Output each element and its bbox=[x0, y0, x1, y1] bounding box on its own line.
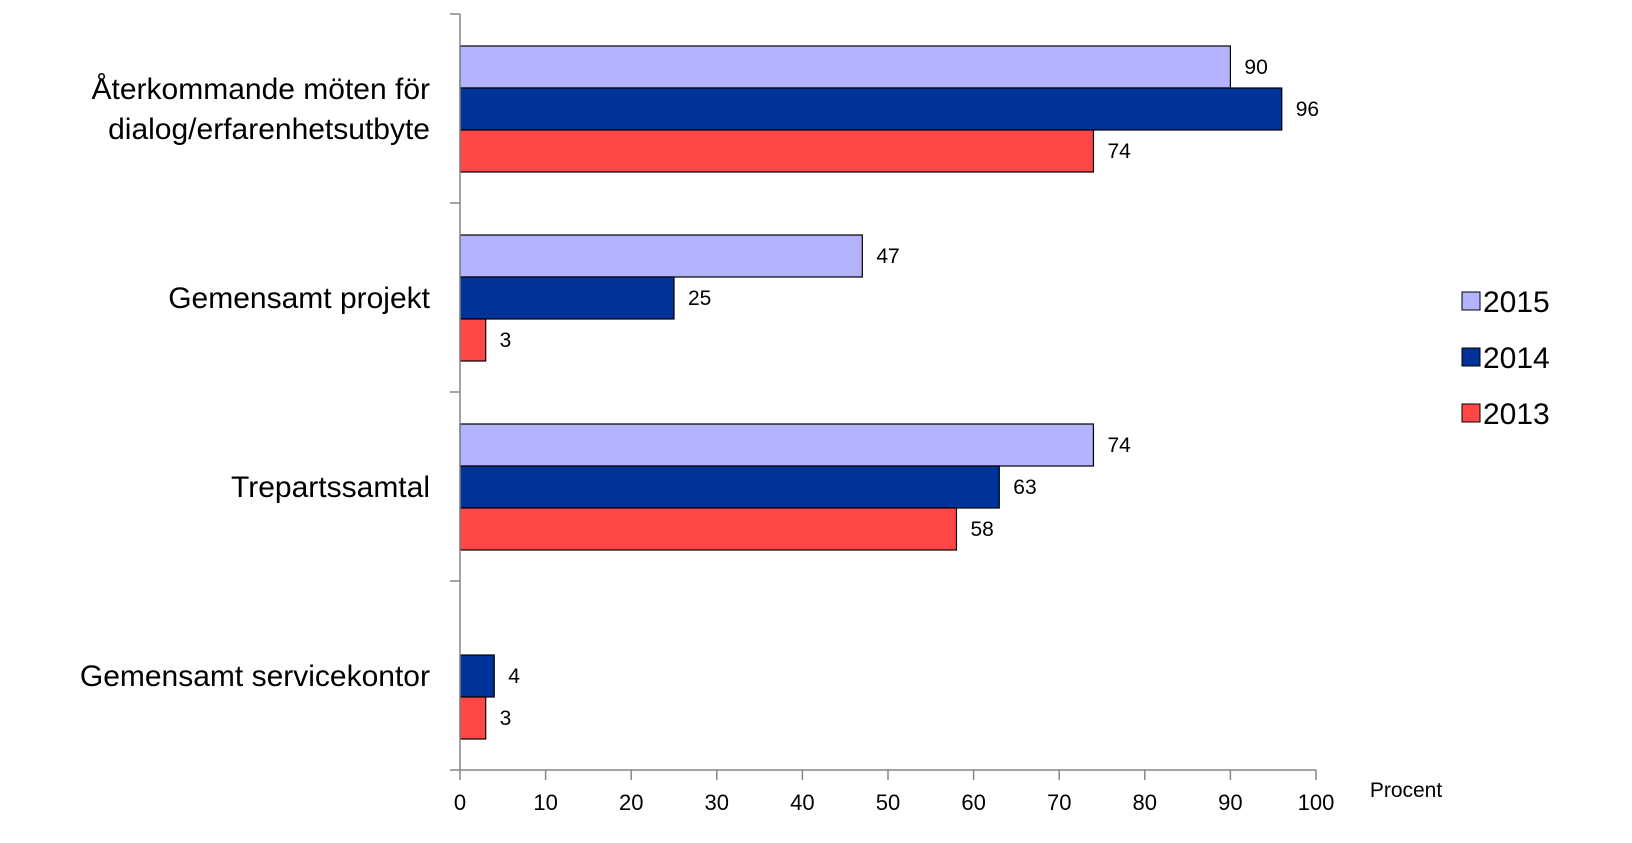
legend-label-2015: 2015 bbox=[1483, 286, 1550, 319]
axes: 0 10 20 30 40 50 60 70 80 90 100 bbox=[450, 13, 1335, 815]
x-axis-title: Procent bbox=[1370, 779, 1443, 802]
bar-2015-2 bbox=[459, 234, 863, 278]
x-tick-label: 0 bbox=[454, 790, 466, 815]
x-tick-label: 50 bbox=[876, 790, 900, 815]
data-label: 25 bbox=[688, 287, 711, 310]
data-label: 74 bbox=[1107, 434, 1131, 457]
legend-swatch-2014 bbox=[1461, 347, 1481, 367]
x-tick-label: 40 bbox=[790, 790, 814, 815]
data-label: 58 bbox=[970, 518, 993, 541]
legend-label-2013: 2013 bbox=[1483, 398, 1550, 431]
data-label: 3 bbox=[500, 329, 512, 352]
bar-2015-3 bbox=[459, 423, 1095, 467]
bar-2014-3 bbox=[459, 465, 1000, 509]
x-tick-label: 90 bbox=[1218, 790, 1242, 815]
plot-area: 90 96 74 47 25 3 74 63 58 4 3 bbox=[459, 45, 1319, 740]
data-label: 96 bbox=[1296, 98, 1319, 121]
data-label: 4 bbox=[508, 665, 520, 688]
x-tick-label: 80 bbox=[1133, 790, 1157, 815]
category-label: Gemensamt servicekontor bbox=[80, 660, 430, 693]
data-label: 74 bbox=[1107, 140, 1131, 163]
bar-2014-2 bbox=[459, 276, 675, 320]
bar-2013-2 bbox=[459, 318, 487, 362]
x-tick-label: 70 bbox=[1047, 790, 1071, 815]
data-label: 90 bbox=[1244, 56, 1267, 79]
bar-2015-1 bbox=[459, 45, 1232, 89]
category-labels: Återkommande möten för dialog/erfarenhets… bbox=[80, 73, 431, 693]
bar-2014-1 bbox=[459, 87, 1283, 131]
bar-2013-1 bbox=[459, 129, 1095, 173]
bar-2013-4 bbox=[459, 696, 487, 740]
data-label: 3 bbox=[500, 707, 512, 730]
category-label: Trepartssamtal bbox=[231, 471, 430, 504]
category-label: Återkommande möten för dialog/erfarenhets… bbox=[92, 73, 430, 146]
x-tick-label: 20 bbox=[619, 790, 643, 815]
x-tick-label: 60 bbox=[961, 790, 985, 815]
category-label: Gemensamt projekt bbox=[168, 282, 430, 315]
bar-2013-3 bbox=[459, 507, 958, 551]
legend-swatch-2013 bbox=[1461, 403, 1481, 423]
x-tick-label: 30 bbox=[705, 790, 729, 815]
legend: 2015 2014 2013 bbox=[1461, 286, 1550, 431]
x-tick-label: 10 bbox=[533, 790, 557, 815]
bar-2014-4 bbox=[459, 654, 495, 698]
data-label: 63 bbox=[1013, 476, 1036, 499]
legend-label-2014: 2014 bbox=[1483, 342, 1550, 375]
legend-swatch-2015 bbox=[1461, 291, 1481, 311]
x-tick-label: 100 bbox=[1298, 790, 1335, 815]
data-label: 47 bbox=[876, 245, 899, 268]
